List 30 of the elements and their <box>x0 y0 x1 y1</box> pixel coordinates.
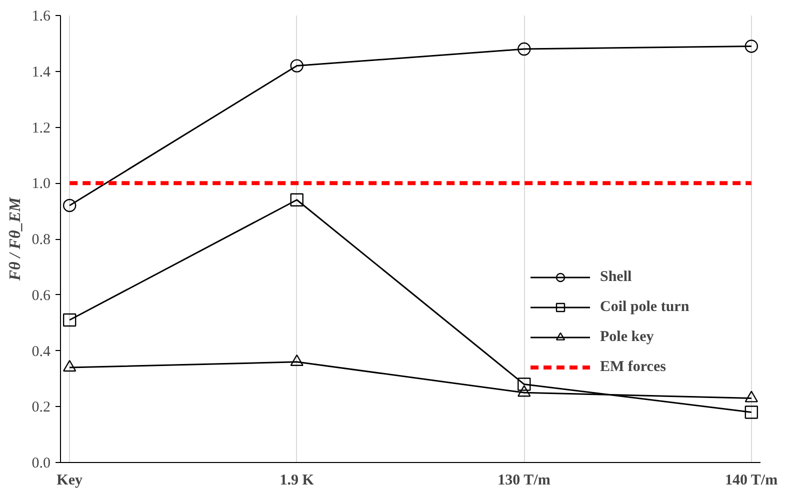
point <box>518 42 531 56</box>
x-tick-label: 140 T/m <box>724 472 778 488</box>
point <box>62 198 76 212</box>
y-tick-label: 0.0 <box>32 456 50 472</box>
legend-label: EM forces <box>600 358 666 376</box>
y-tick-label: 0.4 <box>32 344 51 360</box>
y-tick-label: 0.2 <box>32 400 50 416</box>
point <box>290 354 304 366</box>
y-tick-label: 0.8 <box>32 232 50 248</box>
y-tick-label: 0.6 <box>32 288 51 304</box>
point <box>62 313 76 327</box>
point <box>518 378 531 391</box>
point <box>62 360 76 372</box>
y-tick-label: 1.2 <box>32 120 50 136</box>
y-axis-title: Fθ / Fθ_EM <box>6 196 24 282</box>
point <box>744 40 758 53</box>
y-tick-label: 1.6 <box>32 8 51 24</box>
point <box>744 406 758 419</box>
point <box>290 193 304 206</box>
y-tick-label: 1.0 <box>32 176 50 192</box>
legend-label: Coil pole turn <box>600 298 690 316</box>
point <box>290 59 304 72</box>
legend-label: Shell <box>600 268 632 286</box>
x-tick-label: 130 T/m <box>498 472 551 488</box>
y-tick-label: 1.4 <box>32 64 51 80</box>
point <box>744 390 758 402</box>
x-tick-label: Key <box>56 472 84 488</box>
legend-label: Pole key <box>600 328 654 346</box>
x-tick-label: 1.9 K <box>280 472 314 488</box>
point <box>518 385 531 397</box>
